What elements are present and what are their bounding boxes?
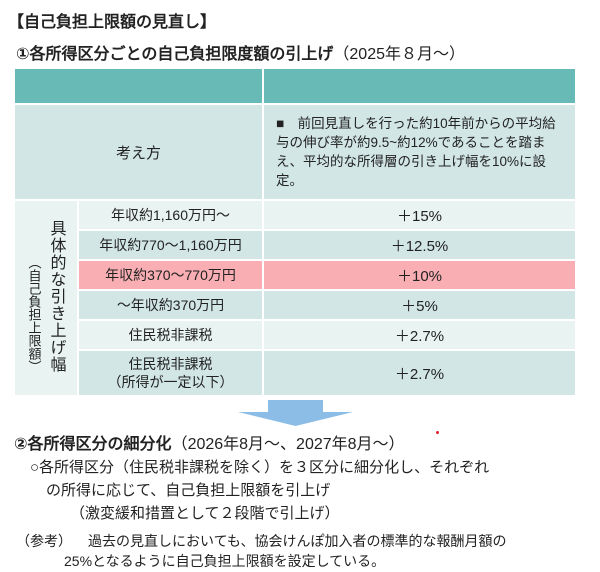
table-row: 住民税非課税 ＋2.7% <box>14 319 577 351</box>
idea-row: 考え方 ■ 前回見直しを行った約10年前からの平均給与の伸び率が約9.5~約12… <box>13 103 577 201</box>
section2-title: ②各所得区分の細分化 <box>14 436 172 453</box>
increase-cell: ＋2.7% <box>262 319 577 351</box>
section2-line2: の所得に応じて、自己負担上限額を引上げ <box>46 482 331 499</box>
increase-cell: ＋10% <box>262 259 577 291</box>
table-row-highlighted: 年収約370～770万円 ＋10% <box>14 259 577 291</box>
side-label: 具体的な引き上げ幅 <box>47 220 65 373</box>
bracket-cell: 住民税非課税 （所得が一定以下） <box>77 349 264 397</box>
increase-table: 考え方 ■ 前回見直しを行った約10年前からの平均給与の伸び率が約9.5~約12… <box>13 67 577 397</box>
increase-cell: ＋15% <box>262 199 577 231</box>
section2-heading: ②各所得区分の細分化（2026年8月～、2027年8月～） <box>14 430 405 454</box>
reference-line1: 過去の見直しにおいても、協会けんぽ加入者の標準的な報酬月額の <box>88 533 507 549</box>
increase-cell: ＋2.7% <box>262 349 577 397</box>
table-row: ～年収約370万円 ＋5% <box>14 289 577 321</box>
increase-cell: ＋5% <box>262 289 577 321</box>
table-header-row <box>13 67 577 105</box>
bracket-cell: 年収約370～770万円 <box>77 259 264 291</box>
bracket-cell: ～年収約370万円 <box>77 289 264 321</box>
section2-period: （2026年8月～、2027年8月～） <box>171 436 405 453</box>
bracket-cell: 住民税非課税 <box>77 319 264 351</box>
reference-label: （参考） <box>16 533 72 549</box>
bracket-text: 住民税非課税 <box>128 356 213 372</box>
increase-cell: ＋12.5% <box>262 229 577 261</box>
idea-label: 考え方 <box>13 103 264 201</box>
section1-title: ①各所得区分ごとの自己負担限度額の引上げ <box>16 46 334 63</box>
section1-period: （2025年８月～） <box>333 46 465 63</box>
table-row: （自己負担上限額） 具体的な引き上げ幅 年収約1,160万円～ ＋15% <box>13 199 577 397</box>
section2-line3: （激変緩和措置として２段階で引上げ） <box>70 505 340 522</box>
bracket-cell: 年収約770～1,160万円 <box>77 229 264 261</box>
bracket-cell: 年収約1,160万円～ <box>77 199 264 231</box>
side-sublabel: （自己負担上限額） <box>26 256 42 373</box>
side-label-cell: （自己負担上限額） 具体的な引き上げ幅 <box>13 199 79 397</box>
section2-line1: ○各所得区分（住民税非課税を除く）を３区分に細分化し、それぞれ <box>30 459 490 476</box>
bracket-note: （所得が一定以下） <box>107 374 234 390</box>
section1-heading: ①各所得区分ごとの自己負担限度額の引上げ（2025年８月～） <box>16 40 465 64</box>
table-row: 年収約770～1,160万円 ＋12.5% <box>14 229 577 261</box>
idea-text: ■ 前回見直しを行った約10年前からの平均給与の伸び率が約9.5~約12%である… <box>262 103 577 201</box>
page-title: 【自己負担上限額の見直し】 <box>8 14 217 31</box>
down-arrow-icon <box>238 400 353 426</box>
red-dot <box>436 431 439 434</box>
table-row: 住民税非課税 （所得が一定以下） ＋2.7% <box>14 349 577 397</box>
reference-line2: 25%となるように自己負担上限額を設定している。 <box>64 553 386 569</box>
